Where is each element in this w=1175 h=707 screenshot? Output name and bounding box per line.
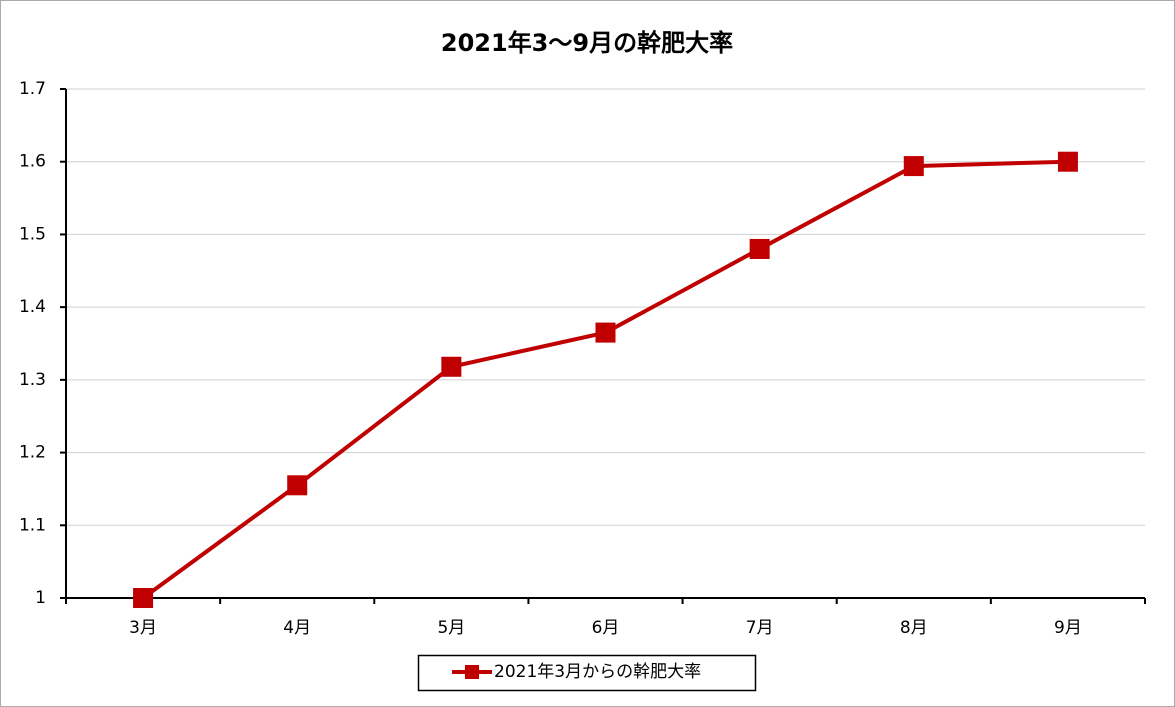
y-tick-label: 1.1 <box>19 515 46 535</box>
chart-title: 2021年3〜9月の幹肥大率 <box>441 29 733 57</box>
x-tick-label: 8月 <box>900 618 928 638</box>
y-tick-label: 1.2 <box>19 443 46 463</box>
x-tick-label: 9月 <box>1054 618 1082 638</box>
point-marker <box>133 588 154 608</box>
y-tick-label: 1.4 <box>19 297 46 317</box>
legend-label: 2021年3月からの幹肥大率 <box>494 661 701 682</box>
x-tick-label: 5月 <box>437 618 465 638</box>
y-tick-label: 1.6 <box>19 152 46 172</box>
y-tick-label: 1.7 <box>19 79 46 99</box>
point-marker <box>903 156 924 177</box>
x-tick-label: 6月 <box>592 618 620 638</box>
y-tick-label: 1.5 <box>19 224 46 244</box>
point-marker <box>287 475 308 496</box>
x-tick-label: 4月 <box>283 618 311 638</box>
x-tick-label: 7月 <box>746 618 774 638</box>
point-marker <box>595 322 616 343</box>
y-tick-label: 1.3 <box>19 370 46 390</box>
x-tick-label: 3月 <box>129 618 157 638</box>
point-marker <box>441 356 462 377</box>
point-marker <box>749 238 770 259</box>
y-tick-label: 1 <box>35 588 46 608</box>
legend-marker <box>465 665 479 679</box>
point-marker <box>1057 151 1078 172</box>
